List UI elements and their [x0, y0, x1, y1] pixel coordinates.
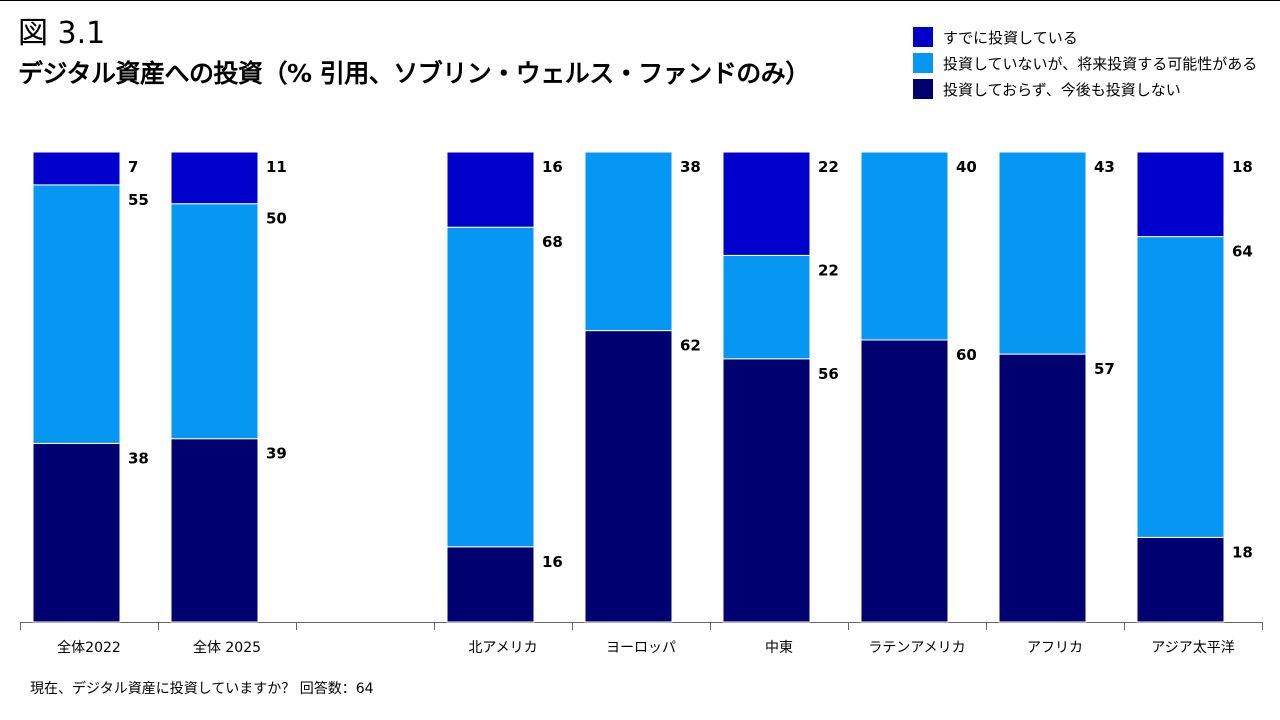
bar-segment	[170, 151, 259, 205]
data-label: 50	[266, 210, 287, 228]
data-label: 56	[818, 365, 839, 383]
data-label: 18	[1232, 543, 1253, 561]
data-label: 68	[542, 233, 563, 251]
data-label: 60	[956, 346, 977, 364]
legend-label: すでに投資している	[943, 28, 1078, 47]
bar-segment	[446, 226, 535, 548]
bar-segment	[860, 339, 949, 623]
chart-title: デジタル資産への投資（% 引用、ソブリン・ウェルス・ファンドのみ）	[18, 59, 810, 88]
data-label: 57	[1094, 360, 1115, 378]
data-label: 16	[542, 158, 563, 176]
x-tick-label: 中東	[765, 640, 793, 656]
bar-segment	[998, 151, 1087, 355]
data-label: 64	[1232, 243, 1253, 261]
data-label: 40	[956, 158, 977, 176]
x-tick-label: 全体2022	[57, 639, 121, 656]
data-label: 43	[1094, 158, 1115, 176]
data-label: 39	[266, 445, 287, 463]
legend-swatch	[913, 27, 933, 47]
data-label: 55	[128, 191, 149, 209]
figure-label: 図 3.1	[18, 16, 106, 51]
bar-segment	[1136, 236, 1225, 538]
x-tick-label: ラテンアメリカ	[868, 640, 965, 656]
legend-item-will-not-invest: 投資しておらず、今後も投資しない	[913, 76, 1257, 102]
bar-segment	[170, 203, 259, 440]
bar-segment	[170, 438, 259, 623]
legend-swatch	[913, 53, 933, 73]
x-tick-label: ヨーロッパ	[606, 640, 676, 656]
bar-segment	[446, 546, 535, 623]
bar-segment	[1136, 536, 1225, 623]
chart-legend: すでに投資している 投資していないが、将来投資する可能性がある 投資しておらず、…	[913, 24, 1257, 102]
x-tick-label: 北アメリカ	[468, 640, 537, 656]
data-label: 16	[542, 553, 563, 571]
bar-segment	[584, 330, 673, 623]
bar-segment	[860, 151, 949, 341]
legend-label: 投資していないが、将来投資する可能性がある	[943, 54, 1258, 73]
data-label: 22	[818, 261, 839, 279]
bar-segment	[32, 442, 121, 623]
x-tick-label: アジア太平洋	[1151, 640, 1234, 656]
legend-item-may-invest: 投資していないが、将来投資する可能性がある	[913, 50, 1257, 76]
bar-segment	[446, 151, 535, 228]
data-label: 62	[680, 337, 701, 355]
x-tick-label: アフリカ	[1027, 640, 1083, 656]
data-label: 38	[128, 449, 149, 467]
top-rule	[0, 0, 1280, 1]
bar-segment	[722, 151, 811, 256]
bar-segment	[722, 358, 811, 623]
bar-segment	[32, 184, 121, 444]
data-label: 11	[266, 158, 287, 176]
data-label: 18	[1232, 158, 1253, 176]
data-label: 38	[680, 158, 701, 176]
legend-item-already-invested: すでに投資している	[913, 24, 1257, 50]
legend-label: 投資しておらず、今後も投資しない	[943, 80, 1181, 99]
bar-segment	[1136, 151, 1225, 238]
bar-segment	[32, 151, 121, 186]
bar-segment	[722, 254, 811, 360]
bar-segment	[998, 353, 1087, 623]
data-label: 7	[128, 158, 138, 176]
data-label: 22	[818, 158, 839, 176]
bar-segment	[584, 151, 673, 332]
x-tick-label: 全体 2025	[193, 639, 261, 656]
survey-question: 現在、デジタル資産に投資していますか？ 回答数：64	[30, 681, 374, 697]
legend-swatch	[913, 79, 933, 99]
